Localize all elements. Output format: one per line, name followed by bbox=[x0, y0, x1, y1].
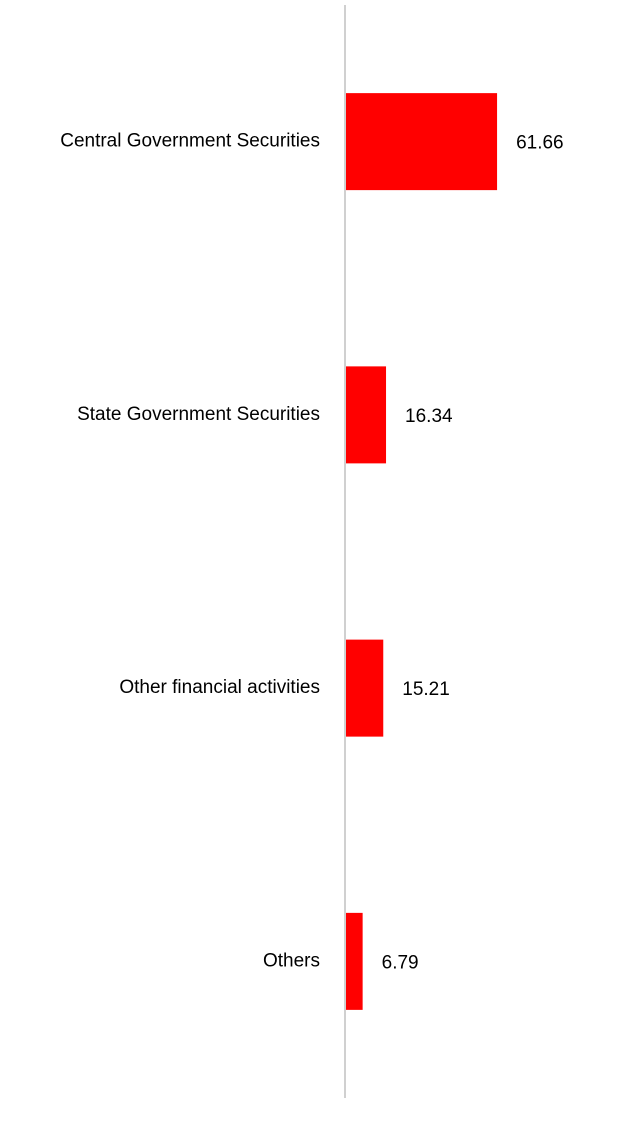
bar bbox=[346, 366, 387, 464]
bar bbox=[346, 93, 498, 191]
value-label: 6.79 bbox=[382, 952, 419, 973]
bar bbox=[346, 912, 363, 1010]
category-label: Central Government Securities bbox=[60, 131, 320, 152]
category-label: Other financial activities bbox=[119, 677, 320, 698]
bar bbox=[346, 639, 384, 737]
category-label: Others bbox=[263, 950, 320, 971]
category-label: State Government Securities bbox=[77, 404, 320, 425]
value-label: 61.66 bbox=[516, 133, 564, 154]
value-label: 16.34 bbox=[405, 406, 453, 427]
value-label: 15.21 bbox=[402, 679, 450, 700]
